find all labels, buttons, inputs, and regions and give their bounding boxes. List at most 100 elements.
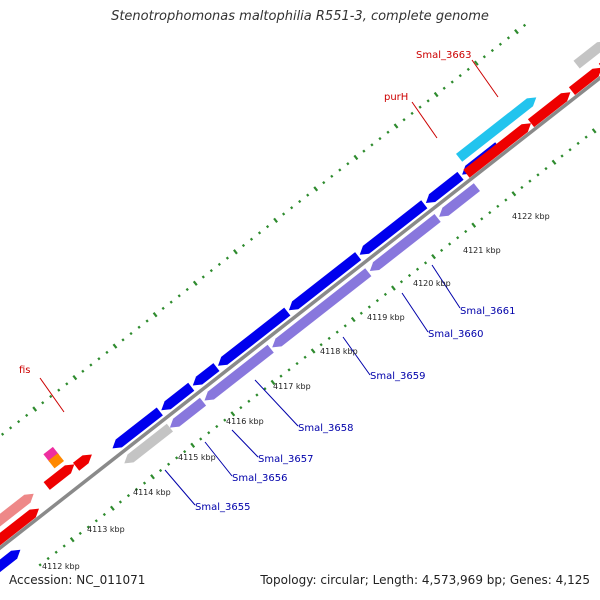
tick-mark bbox=[65, 382, 69, 386]
tick-mark bbox=[393, 123, 399, 129]
callout-line bbox=[204, 441, 233, 477]
tick-mark bbox=[17, 419, 21, 424]
tick-mark bbox=[25, 413, 29, 417]
gene-features bbox=[0, 41, 600, 573]
gene-label: purH bbox=[384, 92, 408, 103]
scale-label: 4121 kbp bbox=[463, 246, 501, 255]
tick-mark bbox=[362, 149, 366, 153]
gene-feature bbox=[288, 252, 362, 311]
tick-mark bbox=[520, 185, 524, 190]
outer-tick-track bbox=[0, 23, 527, 436]
tick-mark bbox=[584, 135, 588, 139]
tick-mark bbox=[265, 225, 270, 229]
gene-feature bbox=[169, 397, 207, 428]
callout-line bbox=[342, 336, 371, 376]
tick-mark bbox=[370, 143, 374, 147]
tick-mark bbox=[225, 256, 230, 260]
tick-mark bbox=[423, 261, 428, 265]
scale-label: 4120 kbp bbox=[413, 279, 451, 288]
tick-mark bbox=[353, 154, 359, 161]
tick-mark bbox=[109, 505, 115, 511]
gene-feature bbox=[527, 92, 571, 128]
gene-feature bbox=[359, 200, 428, 255]
tick-mark bbox=[418, 105, 422, 109]
tick-mark bbox=[440, 248, 444, 252]
gene-feature bbox=[73, 454, 92, 471]
tick-mark bbox=[223, 418, 227, 422]
tick-mark bbox=[327, 336, 331, 341]
inner-tick-track bbox=[38, 128, 597, 567]
tick-mark bbox=[81, 369, 85, 373]
tick-mark bbox=[209, 269, 213, 273]
tick-mark bbox=[498, 42, 503, 46]
gene-feature bbox=[43, 446, 60, 463]
tick-mark bbox=[257, 231, 262, 235]
tick-mark bbox=[346, 162, 350, 166]
tick-mark bbox=[458, 74, 462, 78]
gene-feature bbox=[218, 307, 291, 366]
tick-mark bbox=[239, 405, 243, 410]
tick-mark bbox=[426, 99, 430, 103]
tick-mark bbox=[46, 556, 50, 561]
tick-mark bbox=[450, 80, 454, 84]
tick-mark bbox=[94, 519, 98, 523]
tick-mark bbox=[506, 36, 511, 40]
tick-mark bbox=[433, 91, 439, 98]
gene-feature bbox=[204, 344, 274, 401]
tick-mark bbox=[415, 267, 420, 271]
map-title: Stenotrophomonas maltophilia R551-3, com… bbox=[111, 9, 489, 24]
tick-mark bbox=[129, 331, 133, 336]
gene-feature bbox=[48, 453, 64, 469]
tick-mark bbox=[102, 512, 106, 517]
gene-feature bbox=[124, 423, 173, 464]
tick-mark bbox=[273, 217, 278, 223]
tick-mark bbox=[496, 204, 500, 208]
tick-mark bbox=[386, 130, 390, 134]
tick-mark bbox=[303, 355, 307, 359]
gene-feature bbox=[112, 407, 163, 449]
tick-mark bbox=[207, 431, 211, 435]
scale-label: 4116 kbp bbox=[226, 417, 264, 426]
genome-summary-text: Topology: circular; Length: 4,573,969 bp… bbox=[260, 573, 590, 587]
callout-line bbox=[431, 264, 461, 309]
tick-mark bbox=[544, 166, 548, 171]
callout-line bbox=[411, 101, 438, 139]
tick-mark bbox=[72, 374, 78, 381]
scale-label: 4118 kbp bbox=[320, 347, 358, 356]
tick-mark bbox=[528, 179, 532, 183]
tick-mark bbox=[473, 60, 479, 66]
tick-mark bbox=[560, 154, 564, 158]
tick-mark bbox=[233, 249, 238, 255]
tick-mark bbox=[471, 222, 477, 228]
gene-label: Smal_3657 bbox=[258, 454, 313, 465]
tick-mark bbox=[161, 306, 165, 311]
tick-mark bbox=[343, 324, 347, 328]
tick-mark bbox=[319, 343, 323, 347]
tick-mark bbox=[504, 198, 508, 202]
tick-mark bbox=[166, 462, 171, 466]
tick-mark bbox=[118, 500, 123, 504]
callout-line bbox=[471, 59, 499, 98]
gene-label: fis bbox=[19, 365, 31, 376]
tick-mark bbox=[378, 136, 382, 141]
tick-mark bbox=[442, 86, 446, 90]
gene-label: Smal_3656 bbox=[232, 473, 287, 484]
tick-mark bbox=[568, 148, 572, 152]
tick-mark bbox=[54, 550, 58, 554]
tick-mark bbox=[62, 544, 66, 548]
tick-mark bbox=[241, 243, 246, 248]
tick-mark bbox=[134, 487, 139, 491]
tick-mark bbox=[217, 262, 221, 266]
tick-mark bbox=[287, 368, 291, 372]
callout-line bbox=[254, 379, 299, 427]
scale-label: 4122 kbp bbox=[512, 212, 550, 221]
tick-mark bbox=[142, 481, 147, 485]
tick-mark bbox=[97, 357, 101, 361]
tick-mark bbox=[359, 311, 363, 315]
tick-mark bbox=[466, 67, 470, 72]
scale-label: 4113 kbp bbox=[87, 525, 125, 534]
tick-mark bbox=[201, 275, 205, 279]
tick-mark bbox=[551, 159, 557, 165]
scale-label: 4115 kbp bbox=[178, 453, 216, 462]
